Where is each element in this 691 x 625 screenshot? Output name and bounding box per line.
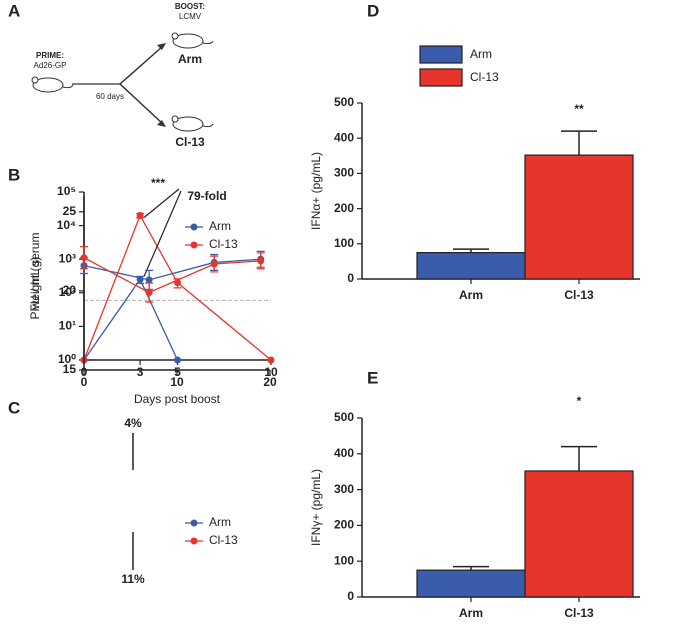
chart-panel: E 0 100 200 300 400 500 IFNγ+ (pg/mL) Arm Cl-13 *	[309, 368, 640, 620]
y-axis-label: IFNγ+ (pg/mL)	[309, 469, 323, 546]
y-tick-label: 300	[334, 482, 354, 496]
y-axis-label: PFU / mL serum	[28, 233, 42, 320]
data-point	[257, 257, 265, 265]
x-tick-label: Cl-13	[564, 288, 594, 302]
panel-label: A	[8, 1, 20, 20]
y-tick-label: 100	[334, 553, 354, 567]
y-tick-label: 400	[334, 446, 354, 460]
x-tick-label: Arm	[459, 606, 483, 620]
x-tick-label: 3	[137, 365, 144, 379]
legend-label: Arm	[209, 515, 231, 529]
panel-label: D	[367, 1, 379, 20]
legend-label: Cl-13	[470, 70, 499, 84]
legend-label: Cl-13	[209, 533, 238, 547]
annotation: 11%	[121, 572, 145, 586]
data-point	[210, 260, 218, 268]
arm-label: Cl-13	[175, 135, 205, 149]
x-tick-label: 20	[263, 375, 277, 389]
annotation: **	[574, 102, 584, 116]
error-bar	[561, 445, 597, 471]
bar	[524, 154, 634, 280]
prime-vector: Ad26-GP	[34, 61, 67, 70]
branch-arrows	[119, 45, 164, 125]
legend-swatch	[419, 45, 463, 64]
boost-label: BOOST:	[175, 2, 205, 11]
error-bar	[561, 130, 597, 156]
annotation: 79-fold	[187, 189, 226, 203]
y-tick-label: 10²	[59, 285, 76, 299]
y-axis-label: IFNα+ (pg/mL)	[309, 152, 323, 230]
panel-label: B	[8, 165, 20, 184]
x-axis-label: Days post boost	[134, 392, 221, 406]
y-tick-label: 0	[347, 589, 354, 603]
y-tick-label: 200	[334, 201, 354, 215]
annotation: 4%	[124, 416, 142, 430]
legend-label: Cl-13	[209, 237, 238, 251]
mouse-icon	[171, 115, 214, 132]
data-point	[80, 254, 88, 262]
x-tick-label: Arm	[459, 288, 483, 302]
bar	[524, 470, 634, 598]
interval-label: 60 days	[96, 92, 124, 101]
legend-marker	[190, 241, 198, 249]
bar	[416, 252, 526, 280]
y-tick-label: 200	[334, 518, 354, 532]
x-tick-label: 10	[170, 375, 184, 389]
y-tick-label: 15	[63, 362, 77, 376]
y-tick-label: 500	[334, 95, 354, 109]
mouse-icon	[171, 32, 214, 49]
y-tick-label: 0	[347, 271, 354, 285]
arrow-heads	[157, 43, 166, 127]
y-tick-label: 20	[63, 283, 77, 297]
y-tick-label: 100	[334, 236, 354, 250]
y-tick-label: 10⁵	[57, 184, 76, 198]
annotation-lines	[143, 188, 182, 277]
x-tick-label: 0	[81, 375, 88, 389]
arm-label: Arm	[178, 52, 202, 66]
y-tick-label: 500	[334, 410, 354, 424]
y-tick-label: 10⁰	[58, 352, 76, 366]
data-point	[174, 356, 181, 364]
diagram: A PRIME: Ad26-GP 60 days BOOST: LCMV	[8, 1, 214, 132]
annotation: ***	[151, 176, 165, 190]
legend-marker	[190, 537, 198, 545]
y-tick-label: 10³	[59, 251, 76, 265]
y-tick-label: 25	[63, 204, 77, 218]
x-tick-label: 5	[174, 365, 181, 379]
legend-label: Arm	[209, 219, 231, 233]
y-tick-label: 10⁴	[57, 218, 76, 232]
annotation: *	[577, 394, 582, 408]
series-line	[83, 213, 272, 361]
data-point	[145, 288, 153, 296]
legend-label: Arm	[470, 47, 492, 61]
legend-swatch	[419, 68, 463, 87]
data-point	[145, 276, 153, 284]
x-tick-label: 10	[264, 365, 278, 379]
y-axis-label: weight (g)	[28, 257, 42, 311]
y-tick-label: 400	[334, 130, 354, 144]
mouse-icon	[31, 76, 74, 93]
legend-marker	[190, 519, 198, 527]
x-tick-label: Cl-13	[564, 606, 594, 620]
bar	[416, 569, 526, 598]
y-tick-label: 300	[334, 166, 354, 180]
data-point	[136, 211, 144, 219]
series-line	[83, 257, 261, 294]
series-line	[83, 278, 179, 361]
boost-vector: LCMV	[179, 12, 202, 21]
data-point	[267, 356, 275, 364]
legend-marker	[190, 223, 198, 231]
prime-label: PRIME:	[36, 51, 64, 60]
y-tick-label: 10¹	[59, 319, 76, 333]
panel-label: C	[8, 398, 20, 417]
series-line	[83, 258, 261, 281]
chart-panel: D 0 100 200 300 400 500 IFNα+ (pg/mL) Arm Arm Cl-1…	[309, 1, 640, 302]
panel-label: E	[367, 368, 378, 387]
